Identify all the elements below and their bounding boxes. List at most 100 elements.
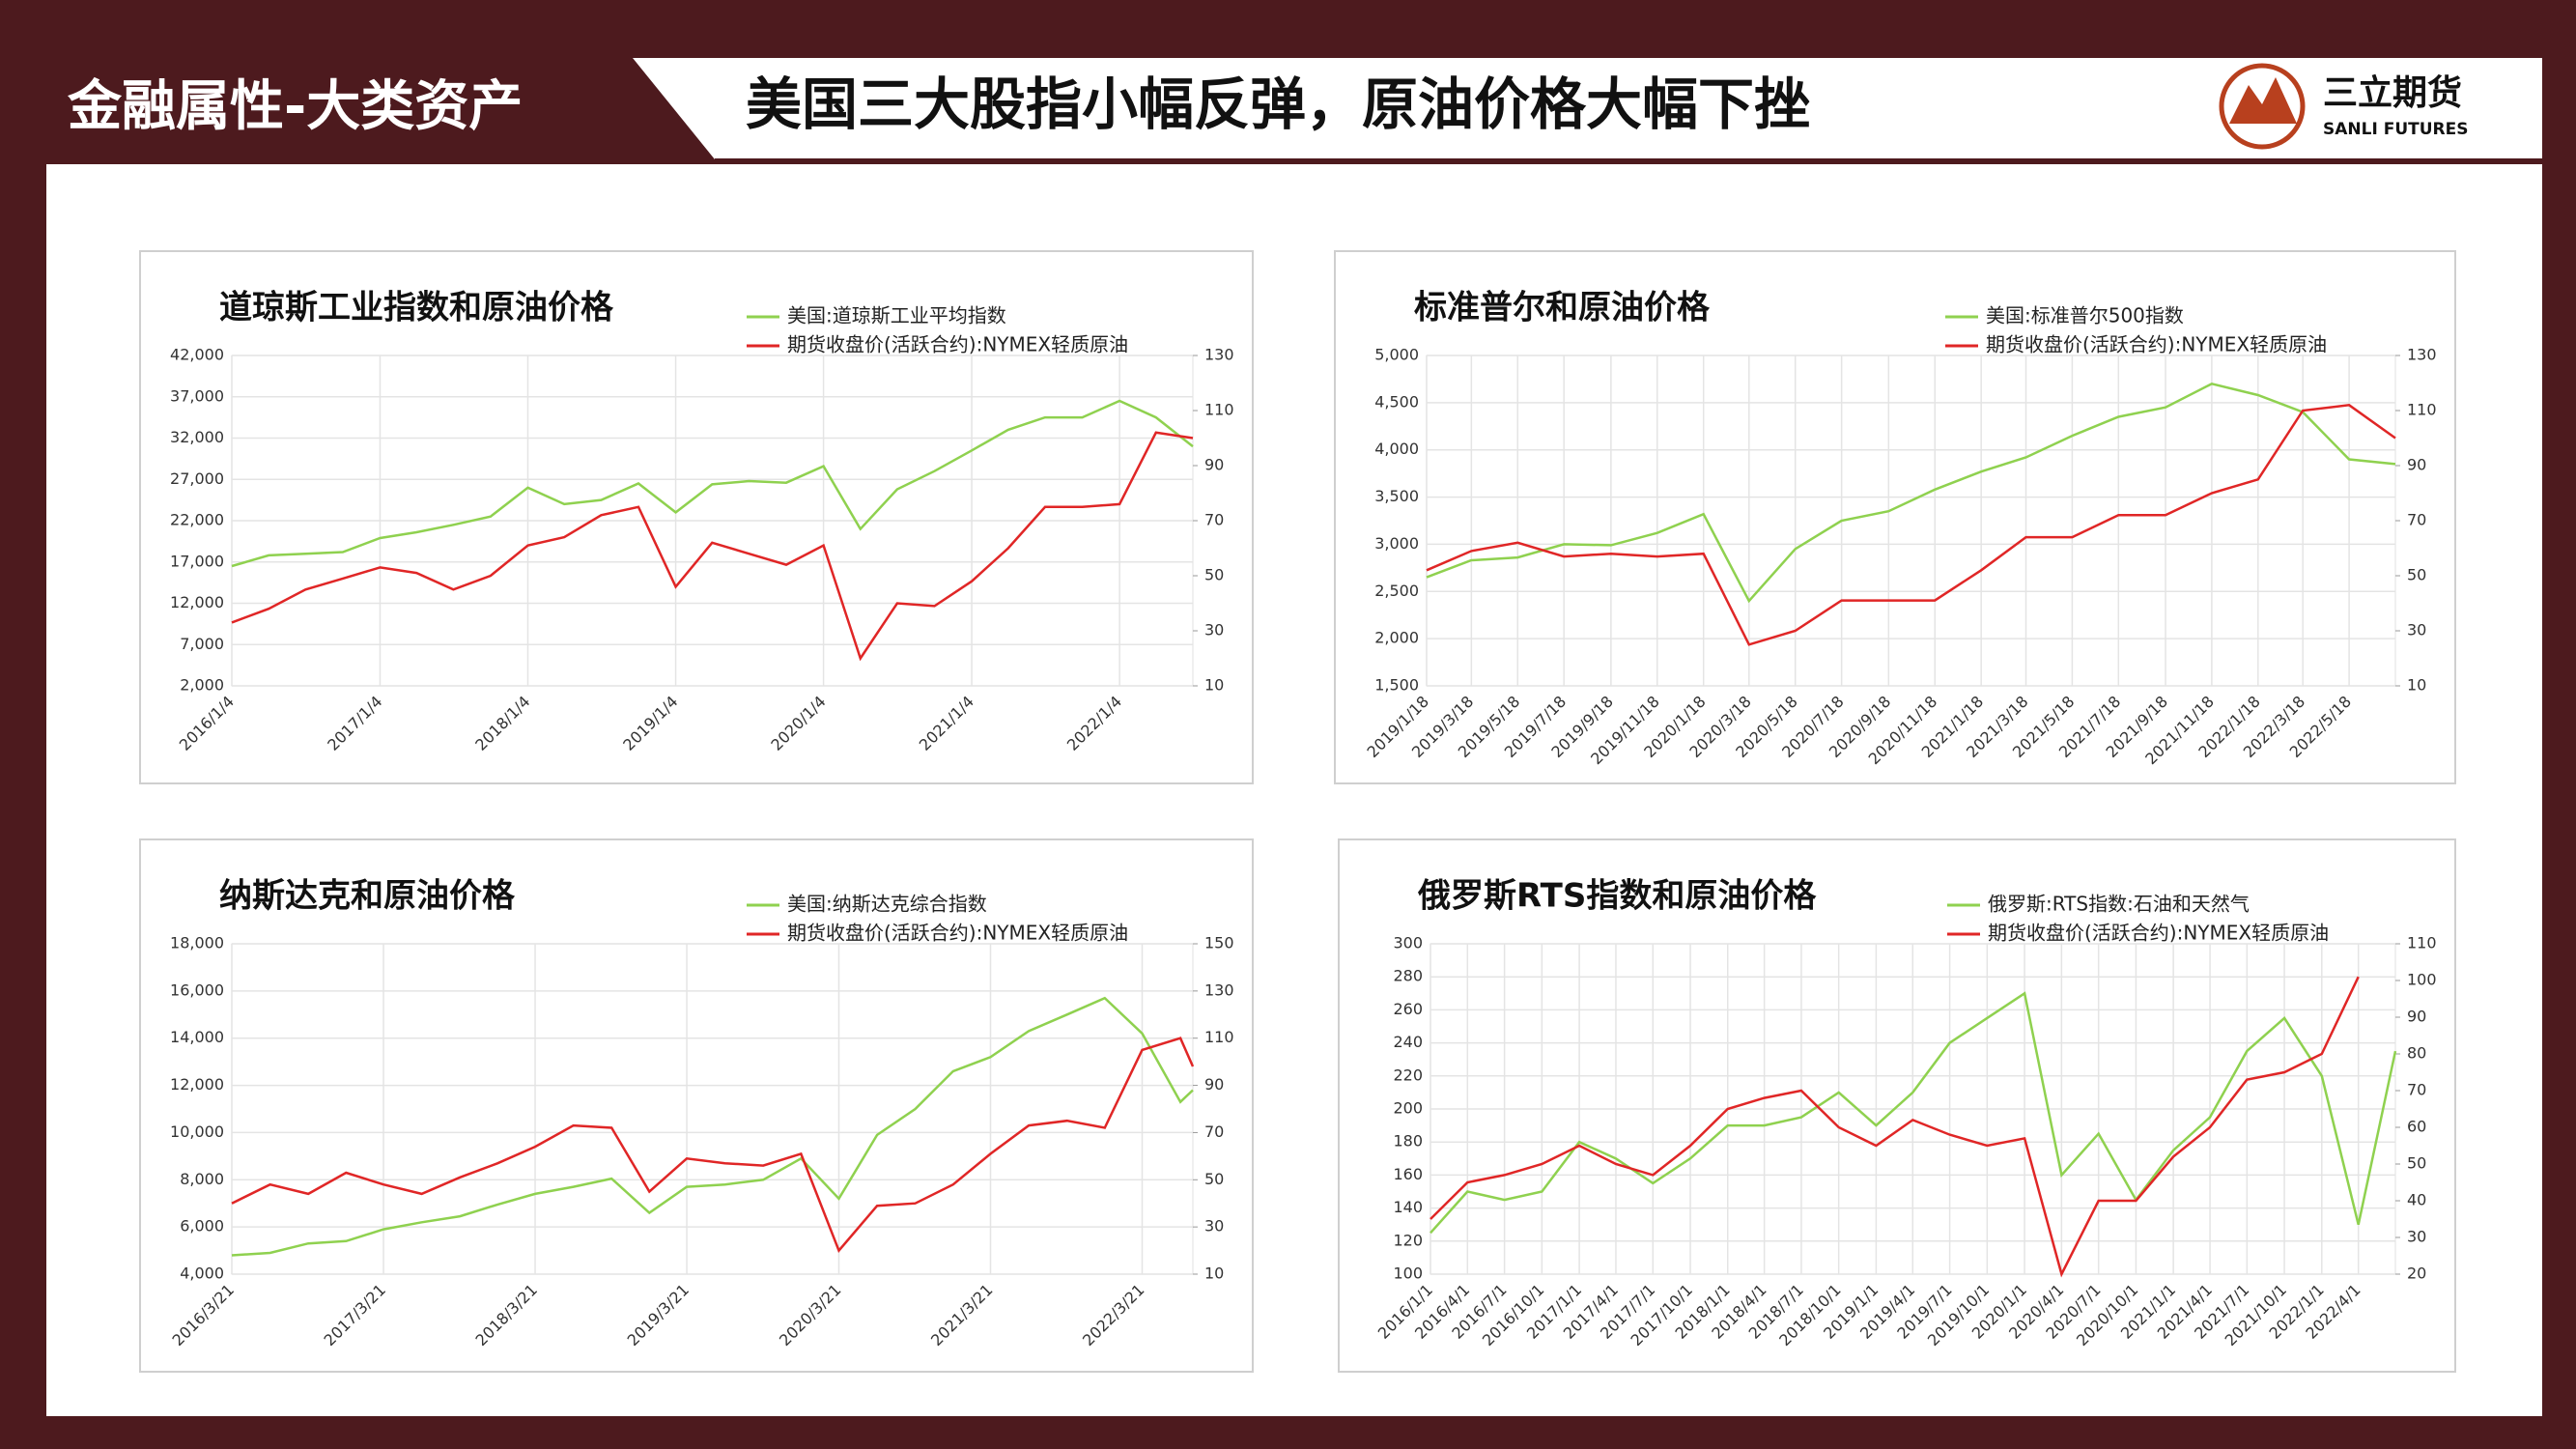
y-tick-label: 42,000	[170, 346, 224, 364]
y-tick-label: 37,000	[170, 386, 224, 405]
legend-label: 期货收盘价(活跃合约):NYMEX轻质原油	[1988, 922, 2329, 945]
chart-panel: 俄罗斯RTS指数和原油价格 100 120 140 160 180 200 220 240 260…	[1338, 838, 2456, 1373]
y-tick-label: 32,000	[170, 428, 224, 446]
y2-tick-label: 70	[2407, 1081, 2426, 1099]
y-tick-label: 220	[1393, 1065, 1423, 1084]
y-tick-label: 8,000	[180, 1170, 224, 1188]
plot-area	[1426, 355, 2396, 687]
y-tick-label: 140	[1393, 1198, 1423, 1216]
y2-tick-label: 10	[1204, 676, 1224, 695]
legend-label: 美国:道琼斯工业平均指数	[787, 304, 1006, 327]
series-line	[231, 996, 1194, 1257]
series-line	[1426, 404, 2396, 646]
y2-tick-label: 40	[2407, 1191, 2426, 1209]
y2-tick-label: 20	[2407, 1264, 2426, 1283]
logo-ring	[2219, 63, 2306, 150]
y2-tick-label: 80	[2407, 1044, 2426, 1063]
y2-tick-label: 50	[1204, 566, 1224, 584]
y2-tick-label: 130	[1204, 980, 1234, 999]
series-line	[231, 399, 1194, 568]
chart-title: 俄罗斯RTS指数和原油价格	[1417, 877, 1817, 916]
y-tick-label: 2,000	[180, 676, 224, 695]
y2-tick-label: 60	[2407, 1118, 2426, 1136]
series-line	[231, 1037, 1195, 1253]
y-tick-label: 2,000	[1374, 629, 1419, 647]
y-tick-label: 7,000	[180, 635, 224, 653]
legend-label: 期货收盘价(活跃合约):NYMEX轻质原油	[1986, 333, 2327, 356]
y-tick-label: 4,000	[1374, 440, 1419, 458]
chart-title: 纳斯达克和原油价格	[219, 877, 516, 916]
y-tick-label: 10,000	[170, 1122, 224, 1141]
series-line	[1426, 382, 2396, 604]
header-band	[633, 58, 2542, 159]
y-tick-label: 14,000	[170, 1028, 224, 1046]
chart-title: 标准普尔和原油价格	[1414, 289, 1711, 327]
legend-label: 期货收盘价(活跃合约):NYMEX轻质原油	[787, 922, 1128, 945]
y2-tick-label: 110	[1204, 1028, 1234, 1046]
plot-area	[231, 943, 1194, 1275]
y-tick-label: 12,000	[170, 1075, 224, 1094]
y-tick-label: 27,000	[170, 469, 224, 488]
y2-tick-label: 90	[1204, 1075, 1224, 1094]
legend-label: 美国:标准普尔500指数	[1986, 304, 2184, 327]
y2-tick-label: 90	[2407, 456, 2426, 474]
legend-label: 美国:纳斯达克综合指数	[787, 893, 987, 916]
y2-tick-label: 30	[1204, 621, 1224, 639]
y-tick-label: 17,000	[170, 552, 224, 570]
y-tick-label: 1,500	[1374, 676, 1419, 695]
header-rule	[715, 158, 2542, 164]
y-tick-label: 160	[1393, 1165, 1423, 1183]
y-tick-label: 200	[1393, 1099, 1423, 1118]
y2-tick-label: 50	[2407, 566, 2426, 584]
y2-tick-label: 10	[2407, 676, 2426, 695]
y2-tick-label: 50	[2407, 1154, 2426, 1173]
logo-en: SANLI FUTURES	[2323, 120, 2468, 139]
y-tick-label: 22,000	[170, 511, 224, 529]
y-tick-label: 100	[1393, 1264, 1423, 1283]
y-tick-label: 12,000	[170, 593, 224, 611]
y2-tick-label: 70	[1204, 511, 1224, 529]
y-tick-label: 240	[1393, 1033, 1423, 1051]
y2-tick-label: 90	[1204, 456, 1224, 474]
y-tick-label: 180	[1393, 1132, 1423, 1151]
chart-title: 道琼斯工业指数和原油价格	[219, 289, 614, 327]
y-tick-label: 3,500	[1374, 487, 1419, 505]
y2-tick-label: 110	[2407, 401, 2437, 419]
logo-cn: 三立期货	[2323, 73, 2462, 113]
legend-label: 期货收盘价(活跃合约):NYMEX轻质原油	[787, 333, 1128, 356]
y-tick-label: 4,000	[180, 1264, 224, 1283]
series-line	[1430, 991, 2397, 1235]
y-tick-label: 2,500	[1374, 582, 1419, 600]
series-line	[1430, 976, 2360, 1278]
y2-tick-label: 70	[2407, 511, 2426, 529]
y2-tick-label: 110	[1204, 401, 1234, 419]
y-tick-label: 120	[1393, 1231, 1423, 1249]
y-tick-label: 260	[1393, 1000, 1423, 1018]
chart-panel: 纳斯达克和原油价格 4,000 6,000 8,000 10,000 12,000 14,0…	[139, 838, 1254, 1373]
y2-tick-label: 90	[2407, 1008, 2426, 1026]
y2-tick-label: 130	[1204, 346, 1234, 364]
chart-panel: 标准普尔和原油价格 1,500 2,000 2,500 3,000 3,500 4,000 4…	[1334, 250, 2456, 784]
y2-tick-label: 50	[1204, 1170, 1224, 1188]
y-tick-label: 3,000	[1374, 534, 1419, 553]
y2-tick-label: 110	[2407, 934, 2437, 952]
y2-tick-label: 150	[1204, 934, 1234, 952]
section-label: 金融属性-大类资产	[67, 75, 523, 138]
logo-mountain	[2229, 77, 2297, 124]
legend-label: 俄罗斯:RTS指数:石油和天然气	[1988, 893, 2250, 916]
y2-tick-label: 30	[1204, 1217, 1224, 1236]
y2-tick-label: 30	[2407, 621, 2426, 639]
y-tick-label: 5,000	[1374, 346, 1419, 364]
y-tick-label: 4,500	[1374, 392, 1419, 411]
slide-title: 美国三大股指小幅反弹，原油价格大幅下挫	[746, 71, 1810, 137]
y-tick-label: 6,000	[180, 1217, 224, 1236]
chart-panel: 道琼斯工业指数和原油价格 2,000 7,000 12,000 17,000 22,000…	[139, 250, 1254, 784]
y-tick-label: 18,000	[170, 934, 224, 952]
y-tick-label: 280	[1393, 967, 1423, 985]
y-tick-label: 16,000	[170, 980, 224, 999]
logo: 三立期货 SANLI FUTURES	[2219, 63, 2468, 150]
y2-tick-label: 10	[1204, 1264, 1224, 1283]
y2-tick-label: 100	[2407, 971, 2437, 989]
series-line	[231, 431, 1194, 662]
